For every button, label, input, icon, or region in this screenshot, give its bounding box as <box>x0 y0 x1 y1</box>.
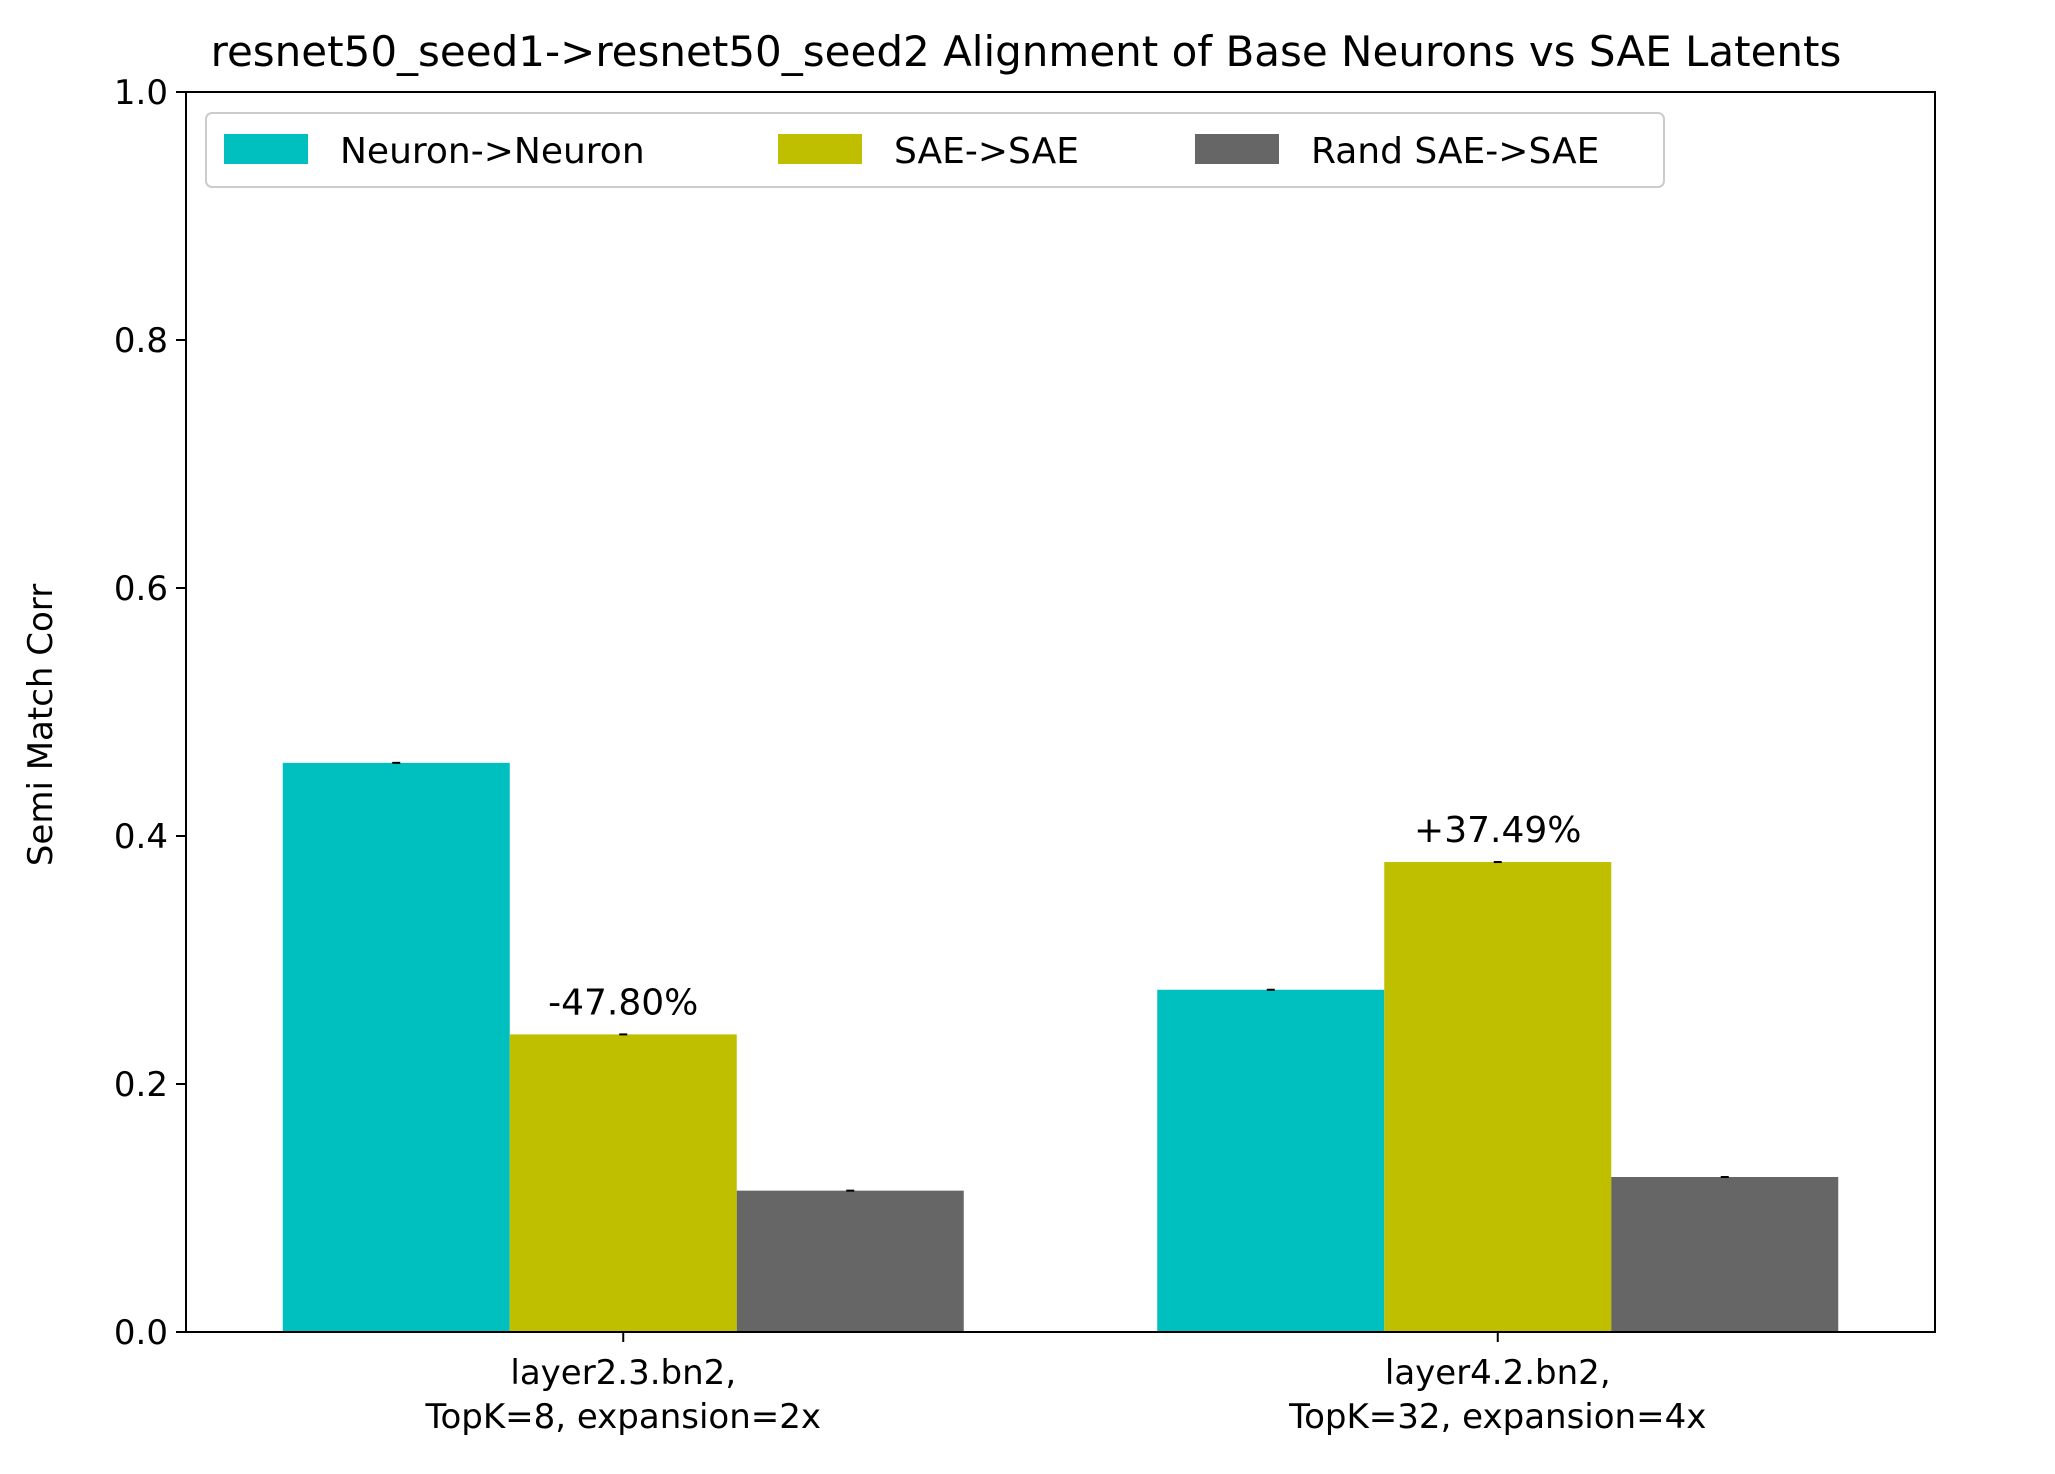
x-tick-label: layer2.3.bn2, <box>510 1353 736 1393</box>
x-tick-label: TopK=32, expansion=4x <box>1288 1397 1706 1437</box>
bar-annotation: -47.80% <box>548 982 698 1023</box>
bar <box>1611 1177 1839 1332</box>
legend-swatch <box>1195 134 1279 164</box>
y-tick-label: 0.6 <box>114 569 168 609</box>
legend-label: Neuron->Neuron <box>340 131 645 172</box>
legend-box <box>205 112 1665 188</box>
legend-label: Rand SAE->SAE <box>1311 131 1599 172</box>
axes-frame <box>185 91 1936 1333</box>
legend-label: SAE->SAE <box>894 131 1079 172</box>
y-tick-label: 1.0 <box>114 73 168 113</box>
legend-swatch <box>224 134 308 164</box>
bar <box>282 762 510 1332</box>
y-tick-label: 0.4 <box>114 817 168 857</box>
bar-annotation: +37.49% <box>1414 810 1581 851</box>
bar <box>1384 862 1612 1332</box>
legend: Neuron->Neuron SAE->SAE Rand SAE->SAE <box>205 112 1665 188</box>
y-tick-label: 0.2 <box>114 1065 168 1105</box>
plot-area: layer2.3.bn2,TopK=8, expansion=2x layer4.… <box>114 73 1936 1437</box>
legend-swatch <box>778 134 862 164</box>
bar <box>736 1190 964 1332</box>
x-tick-label: layer4.2.bn2, <box>1385 1353 1611 1393</box>
y-tick-label: 0.0 <box>114 1313 168 1353</box>
bar <box>509 1034 737 1332</box>
y-axis-label: Semi Match Corr <box>21 584 61 866</box>
bar <box>1157 989 1385 1332</box>
y-tick-label: 0.8 <box>114 321 168 361</box>
x-tick-label: TopK=8, expansion=2x <box>424 1397 821 1437</box>
chart-title: resnet50_seed1->resnet50_seed2 Alignment… <box>211 27 1842 76</box>
